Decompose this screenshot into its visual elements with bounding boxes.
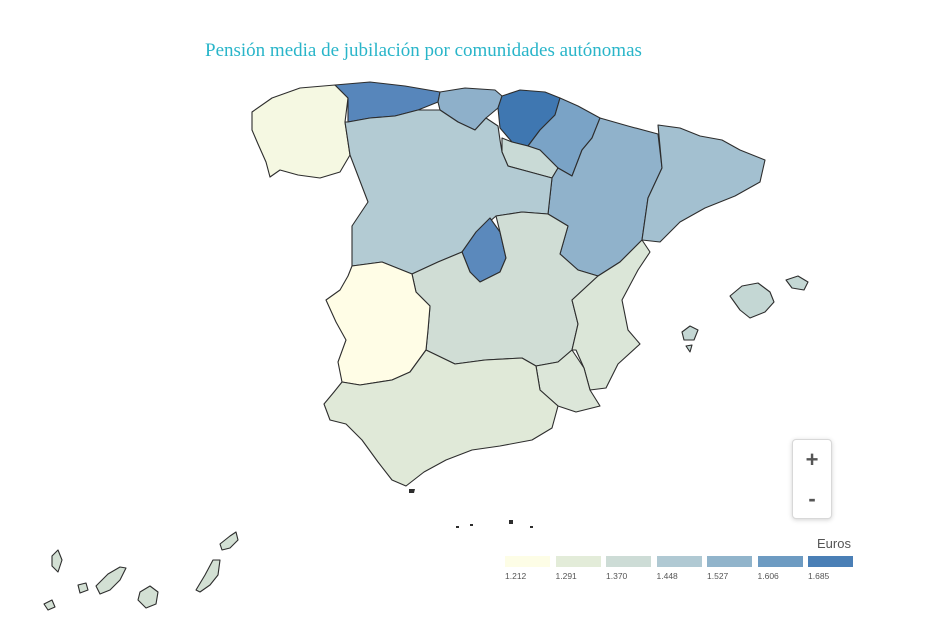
islet-2 (470, 524, 473, 526)
legend-label: 1.291 (555, 571, 577, 581)
region-canarias-gran-canaria[interactable] (137, 585, 159, 609)
islet-1 (456, 526, 459, 528)
islet-3 (530, 526, 533, 528)
region-canarias-la-gomera[interactable] (77, 582, 89, 594)
region-baleares-ibiza[interactable] (681, 325, 699, 341)
region-melilla (509, 520, 513, 524)
legend-swatch (505, 556, 550, 567)
legend-swatch (707, 556, 752, 567)
region-ceuta (409, 489, 415, 493)
region-castilla-y-leon[interactable] (344, 109, 553, 275)
legend-label: 1.212 (505, 571, 527, 581)
legend-label: 1.448 (656, 571, 678, 581)
legend-item: 1.685 (808, 556, 853, 581)
region-canarias-la-palma[interactable] (51, 549, 63, 573)
legend-swatch (757, 556, 803, 567)
legend-item: 1.291 (555, 556, 601, 581)
region-galicia[interactable] (251, 84, 351, 179)
map-title: Pensión media de jubilación por comunida… (205, 40, 642, 61)
legend-item: 1.212 (505, 556, 550, 581)
legend-swatch (808, 556, 853, 567)
region-baleares-mallorca[interactable] (729, 282, 775, 319)
region-baleares-formentera[interactable] (685, 344, 693, 353)
region-cataluna[interactable] (641, 124, 766, 243)
legend-title: Euros (817, 536, 851, 551)
zoom-control: + - (792, 439, 832, 519)
zoom-out-button[interactable]: - (808, 486, 816, 511)
legend-label: 1.370 (606, 571, 628, 581)
legend-swatch (606, 556, 651, 567)
region-canarias-el-hierro[interactable] (43, 599, 56, 611)
region-canarias-lanzarote[interactable] (219, 531, 239, 551)
legend-label: 1.606 (757, 571, 779, 581)
region-baleares-menorca[interactable] (785, 275, 809, 291)
region-canarias-fuerteventura[interactable] (195, 559, 221, 593)
legend-label: 1.685 (808, 571, 830, 581)
zoom-in-button[interactable]: + (805, 447, 819, 472)
region-andalucia[interactable] (323, 349, 559, 487)
legend-item: 1.370 (606, 556, 651, 581)
region-valencia[interactable] (571, 239, 651, 391)
legend-item: 1.527 (707, 556, 752, 581)
legend-swatch (555, 556, 601, 567)
legend-swatch (656, 556, 702, 567)
legend-item: 1.448 (656, 556, 702, 581)
legend-item: 1.606 (757, 556, 803, 581)
legend-label: 1.527 (707, 571, 729, 581)
region-canarias-tenerife[interactable] (95, 566, 127, 595)
